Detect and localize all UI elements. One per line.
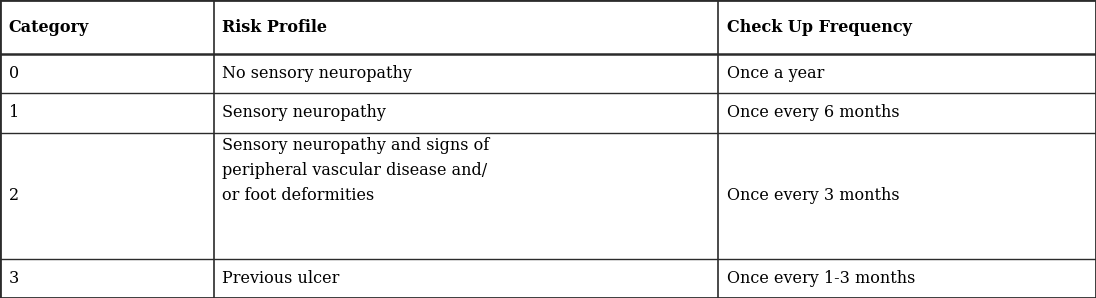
Text: 1: 1 (9, 105, 19, 122)
Text: Once every 6 months: Once every 6 months (727, 105, 900, 122)
Text: Risk Profile: Risk Profile (222, 18, 328, 35)
Text: Once a year: Once a year (727, 65, 824, 82)
Text: No sensory neuropathy: No sensory neuropathy (222, 65, 412, 82)
Text: 2: 2 (9, 187, 19, 204)
Text: Sensory neuropathy and signs of
peripheral vascular disease and/
or foot deformi: Sensory neuropathy and signs of peripher… (222, 137, 490, 204)
Text: Check Up Frequency: Check Up Frequency (727, 18, 912, 35)
Text: 0: 0 (9, 65, 19, 82)
Text: 3: 3 (9, 270, 19, 287)
Text: Once every 3 months: Once every 3 months (727, 187, 900, 204)
Text: Once every 1-3 months: Once every 1-3 months (727, 270, 915, 287)
Text: Sensory neuropathy: Sensory neuropathy (222, 105, 387, 122)
Text: Category: Category (9, 18, 89, 35)
Text: Previous ulcer: Previous ulcer (222, 270, 340, 287)
